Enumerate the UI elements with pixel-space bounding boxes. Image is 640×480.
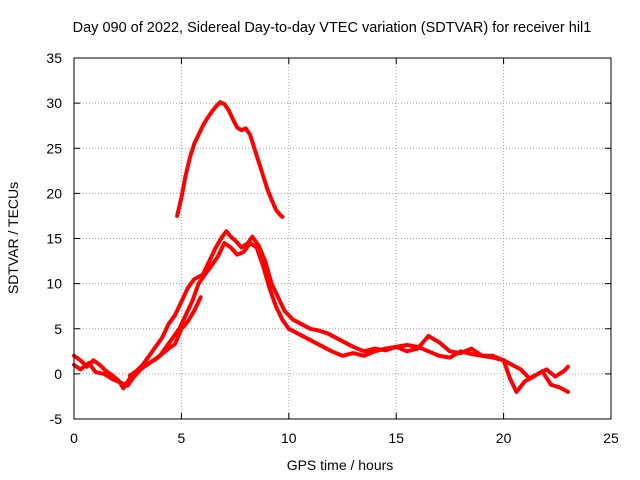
y-tick-label--5: -5 [50,411,63,427]
x-tick-label-15: 15 [388,430,404,446]
series-upper-arc [175,100,285,219]
y-tick-label-0: 0 [54,366,62,382]
x-tick-label-10: 10 [281,430,297,446]
grid [74,58,611,419]
y-axis-label: SDTVAR / TECUs [5,182,21,294]
y-tick-labels: -5 0 5 10 15 20 25 30 35 [46,50,62,427]
series-group [72,100,570,394]
x-tick-labels: 0 5 10 15 20 25 [70,430,619,446]
y-tick-label-10: 10 [46,276,62,292]
x-axis-label: GPS time / hours [287,457,394,473]
y-tick-label-15: 15 [46,231,62,247]
x-tick-label-20: 20 [496,430,512,446]
chart-title: Day 090 of 2022, Sidereal Day-to-day VTE… [73,20,592,36]
x-tick-label-5: 5 [178,430,186,446]
ticks [73,57,612,420]
y-tick-label-25: 25 [46,140,62,156]
x-tick-label-25: 25 [603,430,619,446]
y-tick-label-30: 30 [46,95,62,111]
series-receiver-trace-c [127,295,203,378]
x-tick-label-0: 0 [70,430,78,446]
y-tick-label-5: 5 [54,321,62,337]
y-tick-label-35: 35 [46,50,62,66]
series-receiver-trace-a [72,229,570,394]
y-tick-label-20: 20 [46,185,62,201]
